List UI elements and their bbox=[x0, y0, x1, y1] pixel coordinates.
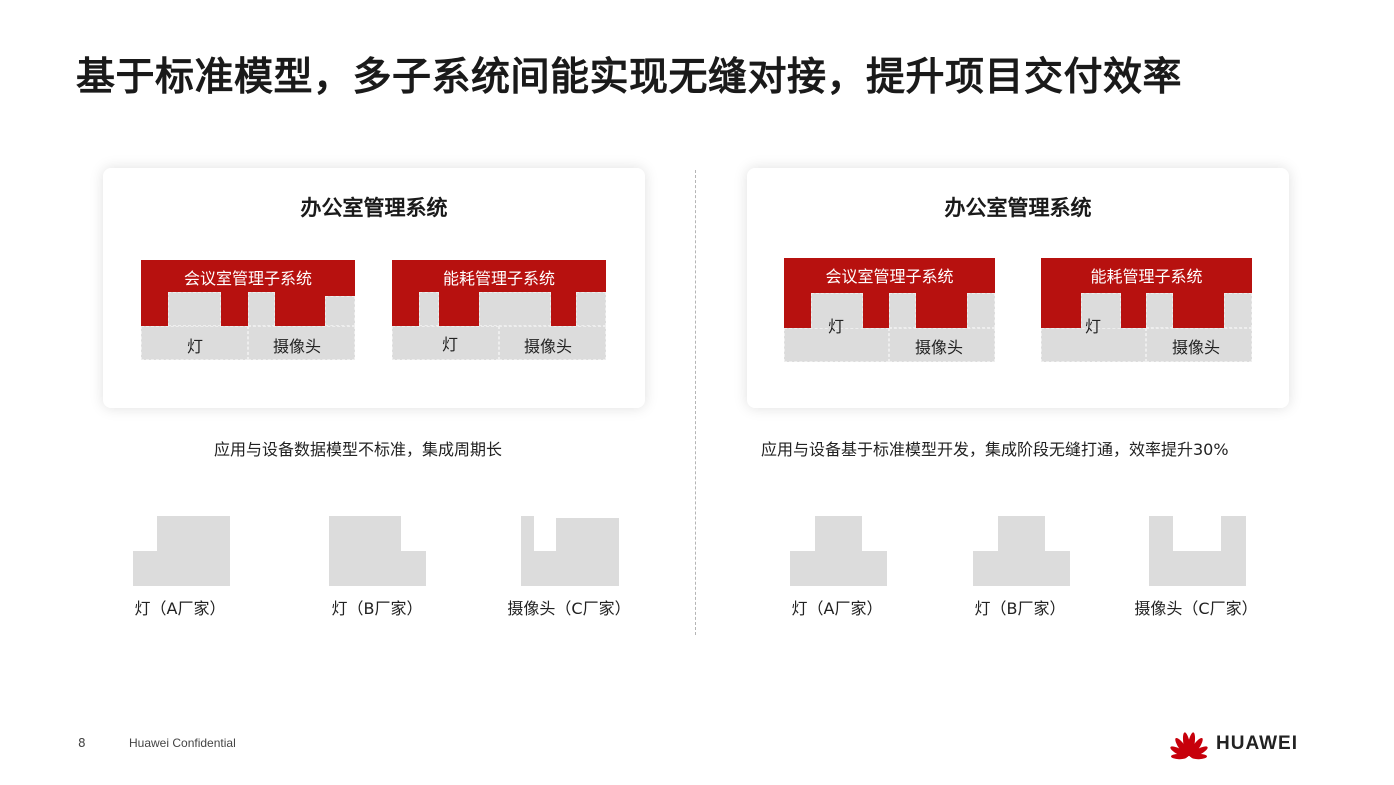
right-system-card: 办公室管理系统 会议室管理子系统 灯 摄像头 能耗管理子系统 灯 摄像头 bbox=[747, 168, 1289, 408]
device-shape-lamp-b bbox=[973, 516, 1070, 586]
device-slot bbox=[499, 326, 606, 360]
device-label: 灯 bbox=[187, 337, 204, 356]
brand-name: HUAWEI bbox=[1216, 733, 1298, 754]
model-block bbox=[479, 292, 551, 326]
huawei-logo: HUAWEI bbox=[1166, 726, 1316, 760]
device-slot bbox=[1146, 328, 1252, 362]
device-slot bbox=[248, 326, 355, 360]
device-shape-lamp-a bbox=[133, 516, 230, 586]
subsystem-name: 会议室管理子系统 bbox=[183, 269, 312, 288]
device-label: 摄像头 bbox=[524, 337, 573, 356]
left-subsystem-energy: 能耗管理子系统 灯 摄像头 bbox=[392, 260, 606, 360]
device-shape-camera-c bbox=[1149, 516, 1246, 586]
model-block bbox=[168, 292, 221, 326]
device-label: 灯 bbox=[442, 335, 459, 354]
model-block bbox=[325, 296, 355, 326]
subsystem-name: 能耗管理子系统 bbox=[442, 269, 555, 288]
device-slot bbox=[889, 328, 995, 362]
device-label: 灯 bbox=[828, 317, 845, 336]
model-block bbox=[419, 292, 439, 326]
right-subsystem-meeting: 会议室管理子系统 灯 摄像头 bbox=[784, 258, 998, 362]
device-name: 灯（B厂家） bbox=[974, 599, 1066, 618]
device-slot bbox=[1041, 328, 1146, 362]
device-label: 摄像头 bbox=[1172, 338, 1221, 357]
device-slot bbox=[141, 326, 248, 360]
right-caption: 应用与设备基于标准模型开发，集成阶段无缝打通，效率提升30% bbox=[761, 440, 1229, 459]
device-shape-lamp-b bbox=[329, 516, 426, 586]
subsystem-name: 能耗管理子系统 bbox=[1090, 267, 1203, 286]
device-name: 灯（B厂家） bbox=[331, 599, 423, 618]
model-block bbox=[1224, 293, 1252, 328]
left-caption: 应用与设备数据模型不标准，集成周期长 bbox=[214, 440, 503, 459]
page-number: 8 bbox=[78, 736, 86, 750]
model-block bbox=[248, 292, 275, 326]
left-system-card: 办公室管理系统 会议室管理子系统 灯 摄像头 能耗管理子系统 灯 摄像头 bbox=[103, 168, 645, 408]
device-label: 摄像头 bbox=[915, 338, 964, 357]
right-card-title: 办公室管理系统 bbox=[944, 196, 1092, 220]
device-name: 摄像头（C厂家） bbox=[1134, 599, 1258, 618]
page-title: 基于标准模型，多子系统间能实现无缝对接，提升项目交付效率 bbox=[76, 55, 1183, 100]
model-block bbox=[1146, 293, 1173, 328]
device-name: 灯（A厂家） bbox=[791, 599, 883, 618]
center-divider bbox=[695, 170, 696, 635]
device-slot bbox=[784, 328, 889, 362]
left-card-title: 办公室管理系统 bbox=[300, 196, 448, 220]
subsystem-name: 会议室管理子系统 bbox=[825, 267, 954, 286]
device-slot bbox=[392, 326, 499, 360]
device-label: 摄像头 bbox=[273, 337, 322, 356]
right-subsystem-energy: 能耗管理子系统 灯 摄像头 bbox=[1041, 258, 1255, 362]
device-shape-lamp-a bbox=[790, 516, 887, 586]
left-subsystem-meeting: 会议室管理子系统 灯 摄像头 bbox=[141, 260, 355, 360]
model-block bbox=[576, 292, 606, 326]
model-block bbox=[967, 293, 995, 328]
device-name: 灯（A厂家） bbox=[134, 599, 226, 618]
huawei-flower-icon bbox=[1170, 732, 1208, 760]
device-name: 摄像头（C厂家） bbox=[507, 599, 631, 618]
device-shape-camera-c bbox=[521, 516, 619, 586]
device-label: 灯 bbox=[1085, 317, 1102, 336]
model-block bbox=[889, 293, 916, 328]
confidential-label: Huawei Confidential bbox=[129, 736, 236, 750]
